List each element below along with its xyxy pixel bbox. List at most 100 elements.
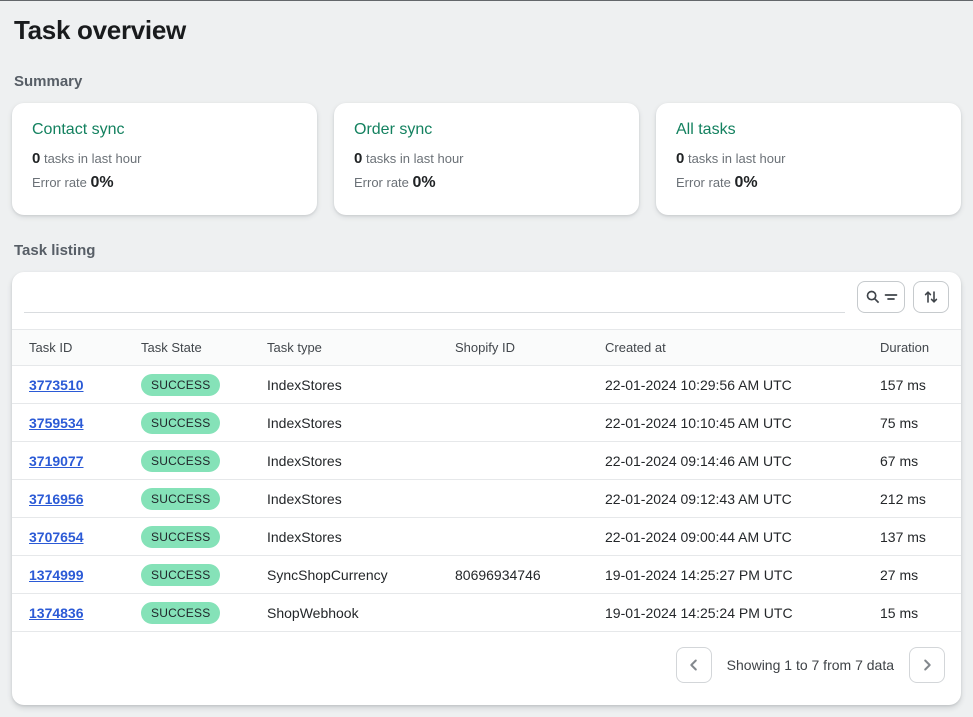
chevron-left-icon [686,657,702,673]
table-row: 3719077 SUCCESS IndexStores 22-01-2024 0… [12,442,961,480]
summary-heading: Summary [14,73,83,90]
table-row: 1374999 SUCCESS SyncShopCurrency 8069693… [12,556,961,594]
table-toolbar [12,272,961,319]
created-at-cell: 22-01-2024 09:00:44 AM UTC [605,528,792,545]
task-state-cell: SUCCESS [141,525,267,548]
chevron-right-icon [919,657,935,673]
task-id-link[interactable]: 3773510 [29,376,84,393]
task-id-cell: 3716956 [29,491,141,507]
table-row: 3707654 SUCCESS IndexStores 22-01-2024 0… [12,518,961,556]
table-row: 3759534 SUCCESS IndexStores 22-01-2024 1… [12,404,961,442]
search-icon [865,289,881,305]
task-id-link[interactable]: 3759534 [29,414,84,431]
pagination-status: Showing 1 to 7 from 7 data [726,657,894,673]
task-state-cell: SUCCESS [141,487,267,510]
previous-page-button[interactable] [675,647,712,683]
task-state-cell: SUCCESS [141,411,267,434]
tasks-table: Task ID Task State Task type Shopify ID … [12,329,961,632]
table-row: 3716956 SUCCESS IndexStores 22-01-2024 0… [12,480,961,518]
task-id-cell: 3707654 [29,529,141,545]
search-filter-button[interactable] [857,281,905,313]
task-id-link[interactable]: 3707654 [29,528,84,545]
status-badge: SUCCESS [141,373,221,396]
task-id-link[interactable]: 1374836 [29,604,84,621]
error-rate-line: Error rate 0% [32,174,297,192]
column-header-task-type: Task type [267,340,322,355]
task-id-cell: 3719077 [29,453,141,469]
filter-icon [884,290,898,304]
created-at-cell: 22-01-2024 09:12:43 AM UTC [605,490,792,507]
task-type-cell: IndexStores [267,452,342,469]
task-type-cell: IndexStores [267,376,342,393]
error-rate-value: 0% [90,174,114,191]
tasks-count-label: tasks in last hour [365,151,464,166]
tasks-count: 0 [676,150,685,167]
task-id-link[interactable]: 3716956 [29,490,84,507]
error-rate-line: Error rate 0% [676,174,941,192]
status-badge: SUCCESS [141,487,221,510]
duration-cell: 137 ms [880,528,926,545]
tasks-count-line: 0 tasks in last hour [32,150,297,167]
page-title: Task overview [14,15,186,45]
task-id-cell: 1374836 [29,605,141,621]
table-row: 1374836 SUCCESS ShopWebhook 19-01-2024 1… [12,594,961,632]
status-badge: SUCCESS [141,525,221,548]
duration-cell: 67 ms [880,452,919,469]
task-id-cell: 3759534 [29,415,141,431]
column-header-duration: Duration [880,340,930,355]
card-title: Order sync [354,121,433,138]
status-badge: SUCCESS [141,563,221,586]
search-input[interactable] [24,281,845,313]
summary-card-contact-sync: Contact sync 0 tasks in last hour Error … [12,103,317,215]
duration-cell: 15 ms [880,604,919,621]
task-id-link[interactable]: 1374999 [29,566,84,583]
created-at-cell: 19-01-2024 14:25:27 PM UTC [605,566,793,583]
summary-card-order-sync: Order sync 0 tasks in last hour Error ra… [334,103,639,215]
column-header-task-id: Task ID [29,340,73,355]
error-rate-value: 0% [734,174,758,191]
table-header-row: Task ID Task State Task type Shopify ID … [12,329,961,366]
duration-cell: 157 ms [880,376,926,393]
error-rate-label: Error rate [676,175,731,190]
task-id-link[interactable]: 3719077 [29,452,84,469]
task-state-cell: SUCCESS [141,449,267,472]
task-state-cell: SUCCESS [141,563,267,586]
card-title: Contact sync [32,121,125,138]
error-rate-label: Error rate [354,175,409,190]
error-rate-label: Error rate [32,175,87,190]
error-rate-value: 0% [412,174,436,191]
task-state-cell: SUCCESS [141,373,267,396]
summary-card-all-tasks: All tasks 0 tasks in last hour Error rat… [656,103,961,215]
task-listing-heading: Task listing [14,242,96,259]
column-header-task-state: Task State [141,340,202,355]
created-at-cell: 19-01-2024 14:25:24 PM UTC [605,604,793,621]
duration-cell: 27 ms [880,566,919,583]
task-type-cell: IndexStores [267,528,342,545]
pagination: Showing 1 to 7 from 7 data [12,632,961,701]
task-listing-panel: Task ID Task State Task type Shopify ID … [12,272,961,705]
tasks-count-label: tasks in last hour [43,151,142,166]
sort-button[interactable] [913,281,949,313]
column-header-shopify-id: Shopify ID [455,340,515,355]
next-page-button[interactable] [909,647,945,683]
task-type-cell: ShopWebhook [267,604,359,621]
task-type-cell: SyncShopCurrency [267,566,388,583]
duration-cell: 212 ms [880,490,926,507]
status-badge: SUCCESS [141,411,221,434]
summary-cards: Contact sync 0 tasks in last hour Error … [12,103,961,215]
task-id-cell: 3773510 [29,377,141,393]
tasks-count-line: 0 tasks in last hour [354,150,619,167]
table-row: 3773510 SUCCESS IndexStores 22-01-2024 1… [12,366,961,404]
tasks-count: 0 [32,150,41,167]
duration-cell: 75 ms [880,414,919,431]
task-type-cell: IndexStores [267,414,342,431]
status-badge: SUCCESS [141,449,221,472]
task-type-cell: IndexStores [267,490,342,507]
task-state-cell: SUCCESS [141,601,267,624]
tasks-count: 0 [354,150,363,167]
tasks-count-line: 0 tasks in last hour [676,150,941,167]
created-at-cell: 22-01-2024 10:29:56 AM UTC [605,376,792,393]
tasks-count-label: tasks in last hour [687,151,786,166]
card-title: All tasks [676,121,736,138]
